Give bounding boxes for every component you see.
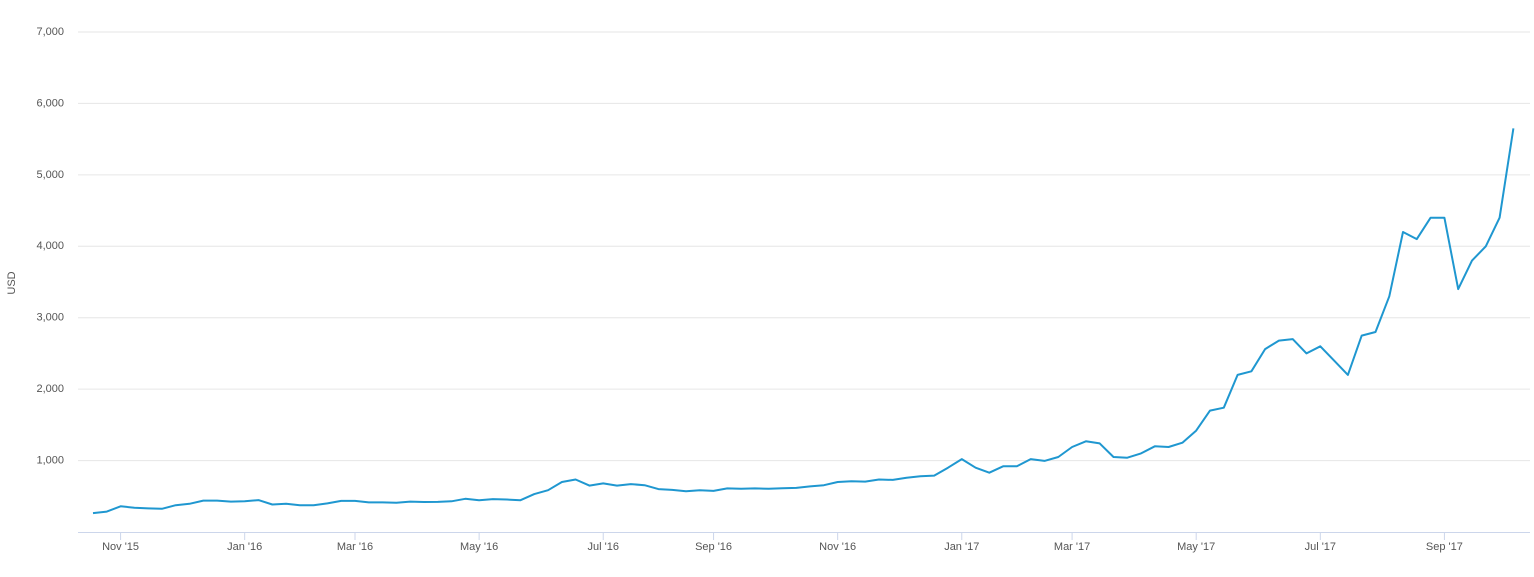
y-tick-label: 5,000 — [36, 169, 64, 181]
x-tick-label: May '16 — [460, 541, 498, 553]
x-tick-label: Jul '16 — [588, 541, 619, 553]
price-line — [92, 128, 1515, 515]
y-tick-label: 2,000 — [36, 383, 64, 395]
y-tick-label: 3,000 — [36, 312, 64, 324]
x-tick-label: May '17 — [1177, 541, 1215, 553]
y-tick-label: 6,000 — [36, 97, 64, 109]
y-tick-label: 1,000 — [36, 454, 64, 466]
x-tick-label: Nov '16 — [819, 541, 856, 553]
y-tick-label: 4,000 — [36, 240, 64, 252]
x-tick-label: Jul '17 — [1305, 541, 1336, 553]
x-tick-label: Sep '16 — [695, 541, 732, 553]
x-tick-label: Jan '17 — [944, 541, 979, 553]
x-tick-label: Mar '17 — [1054, 541, 1090, 553]
x-tick-label: Sep '17 — [1426, 541, 1463, 553]
y-axis-label: USD — [6, 271, 18, 294]
x-tick-label: Mar '16 — [337, 541, 373, 553]
x-tick-label: Jan '16 — [227, 541, 262, 553]
x-tick-label: Nov '15 — [102, 541, 139, 553]
y-tick-label: 7,000 — [36, 26, 64, 38]
